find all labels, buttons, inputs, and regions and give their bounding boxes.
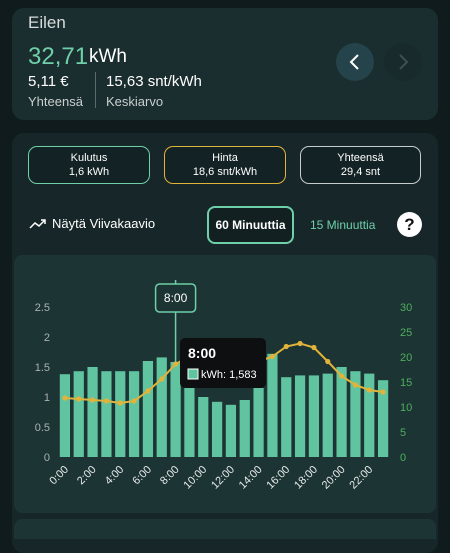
price-point (380, 389, 386, 395)
crosshair-label-box (154, 283, 197, 313)
y-tick-label: 1 (44, 392, 50, 404)
option-60[interactable]: 60 Minuuttia (207, 206, 294, 244)
bar (142, 361, 154, 457)
y2-tick-label: 30 (400, 302, 412, 314)
price-point (89, 397, 96, 403)
avg-price-label: Keskiarvo (106, 94, 164, 109)
bar (87, 367, 98, 457)
total-energy: 32,71 (28, 43, 89, 70)
bar (336, 367, 347, 457)
y-tick-label: 2 (44, 332, 50, 344)
bar (101, 371, 112, 457)
bar (364, 373, 375, 457)
bar (294, 375, 306, 457)
bar (73, 371, 84, 457)
bar (350, 371, 361, 457)
prev-button[interactable] (336, 43, 374, 81)
total-cost: 5,11 € (28, 73, 69, 90)
y2-tick-label: 5 (400, 427, 406, 439)
price-point (325, 358, 331, 365)
bar (198, 397, 209, 457)
bar (128, 371, 140, 457)
day-title: Eilen (28, 13, 66, 32)
bar (322, 373, 333, 457)
price-point (62, 395, 68, 401)
price-point (172, 361, 179, 367)
tooltip-text: kWh: 1,583 (201, 369, 257, 381)
energy-unit: kWh (89, 46, 127, 67)
tooltip-swatch (187, 368, 199, 380)
total-cost-label: Yhteensä (28, 94, 83, 109)
next-panel (14, 519, 436, 539)
trend-icon (29, 218, 46, 229)
help-button[interactable]: ? (397, 212, 422, 237)
tab-title: Hinta (212, 152, 238, 164)
bar (170, 362, 181, 457)
line-toggle-label: Näytä Viivakaavio (52, 216, 156, 231)
tab-total[interactable]: Yhteensä 29,4 snt (300, 146, 421, 184)
tab-title: Kulutus (70, 152, 108, 164)
tooltip-title: 8:00 (188, 345, 216, 361)
page: {"header":{"title":"Eilen","total_energy… (12, 8, 438, 553)
price-point (76, 396, 82, 402)
price-point (269, 353, 276, 360)
price-point (366, 387, 372, 393)
tab-value: 1,6 kWh (68, 166, 110, 178)
prev-icon (349, 54, 359, 70)
tab-title: Yhteensä (337, 152, 384, 164)
bar (59, 374, 71, 457)
price-point (297, 340, 303, 347)
crosshair-label: 8:00 (164, 291, 188, 305)
tab-consumption[interactable]: Kulutus 1,6 kWh (28, 146, 150, 184)
avg-price: 15,63 snt/kWh (106, 73, 202, 90)
bar (267, 353, 278, 457)
tab-value: 18,6 snt/kWh (192, 166, 258, 178)
bar (156, 357, 167, 457)
y2-tick-label: 25 (400, 327, 412, 339)
divider (95, 72, 96, 108)
price-point (352, 382, 359, 388)
bar (253, 388, 264, 457)
price-point (338, 373, 345, 379)
y-tick-label: 1.5 (35, 362, 50, 374)
price-point (311, 344, 317, 351)
line-toggle[interactable]: Näytä Viivakaavio (28, 216, 155, 231)
bar (281, 377, 292, 457)
next-button[interactable] (384, 43, 422, 81)
bar (184, 381, 195, 457)
bar (225, 404, 237, 457)
y2-tick-label: 15 (400, 377, 412, 389)
price-point (117, 400, 123, 406)
y2-tick-label: 10 (400, 402, 412, 414)
y-tick-label: 0 (44, 452, 50, 464)
y2-tick-label: 20 (400, 352, 412, 364)
tooltip (180, 338, 266, 388)
y-tick-label: 2.5 (35, 302, 50, 314)
bar (377, 380, 389, 457)
bar (211, 401, 223, 457)
tab-value: 29,4 snt (340, 166, 381, 178)
y-tick-label: 0.5 (35, 422, 50, 434)
next-icon (399, 54, 409, 70)
price-point (103, 398, 110, 404)
price-point (159, 376, 165, 382)
bar (239, 400, 250, 457)
y2-tick-label: 0 (400, 452, 406, 464)
price-point (145, 388, 151, 394)
bar (115, 371, 126, 457)
price-point (283, 343, 289, 350)
bar (308, 375, 320, 457)
option-15[interactable]: 15 Minuuttia (310, 218, 376, 232)
price-point (131, 398, 137, 404)
tab-price[interactable]: Hinta 18,6 snt/kWh (164, 146, 286, 184)
